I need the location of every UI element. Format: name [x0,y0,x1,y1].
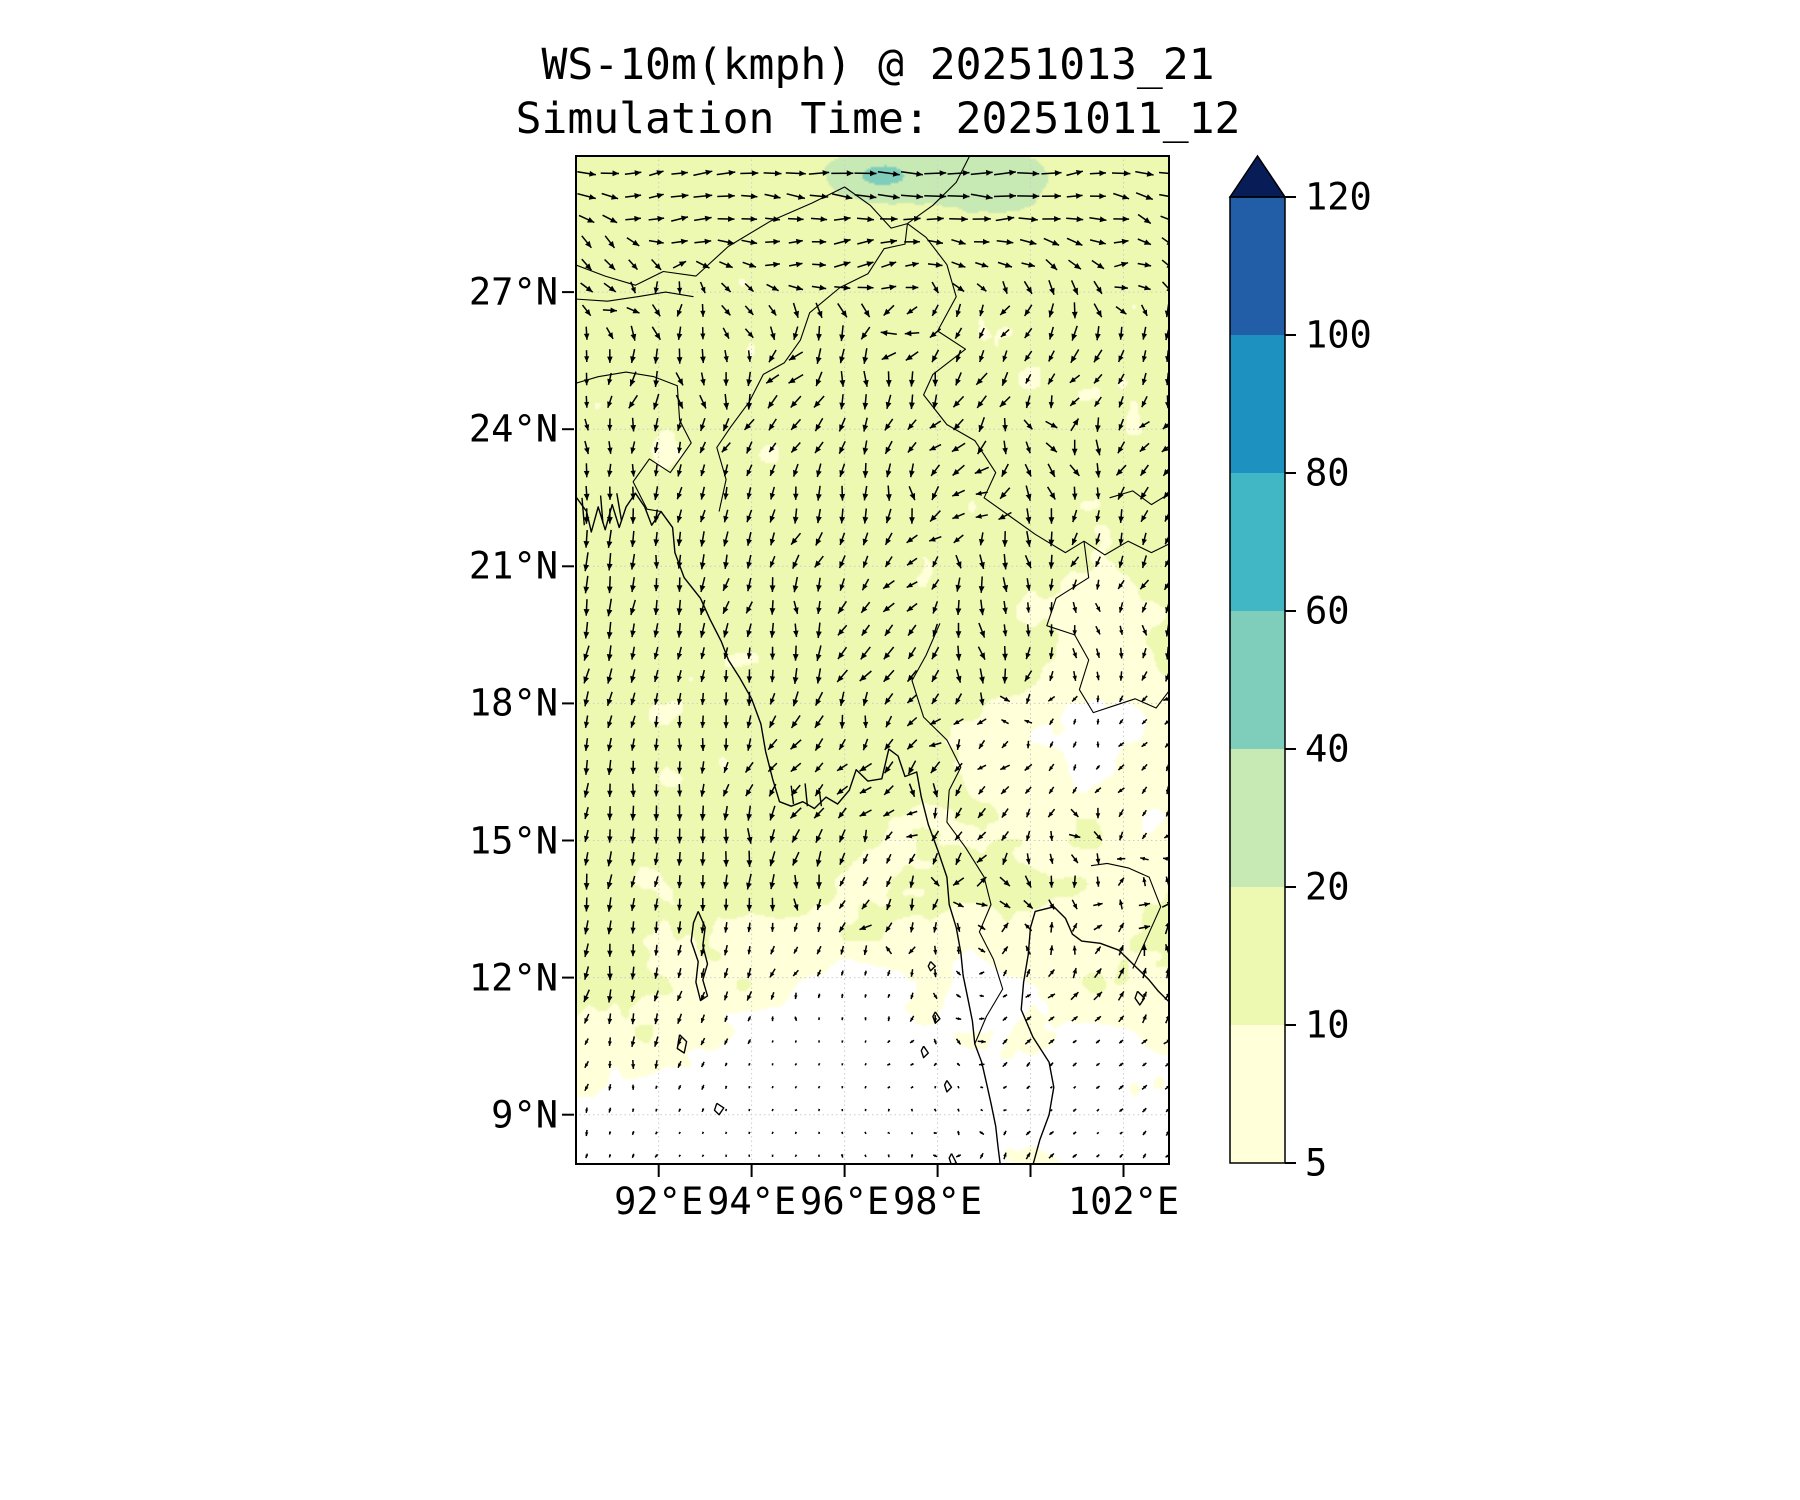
figure-subtitle-simulation-time: Simulation Time: 20251011_12 [515,94,1241,144]
colorbar-segment-5-10 [1230,1025,1285,1163]
y-tick-label-18N: 18°N [468,681,558,725]
colorbar-tick-label-60: 60 [1305,589,1350,633]
colorbar-tick-label-120: 120 [1305,175,1372,219]
colorbar-outline [1229,196,1286,1164]
colorbar-tick-label-5: 5 [1305,1141,1328,1185]
coastline [804,783,809,807]
country-border [907,155,971,225]
axes-frame [575,155,1170,1165]
colorbar-segment-100-120 [1230,197,1285,335]
colorbar-tick-label-100: 100 [1305,313,1372,357]
coastline [943,1080,953,1093]
colorbar-tick-label-80: 80 [1305,451,1350,495]
y-tick-label-21N: 21°N [468,544,558,588]
coastline [599,495,604,523]
colorbar-segment-40-60 [1230,611,1285,749]
colorbar-tick-label-40: 40 [1305,727,1350,771]
y-tick-label-27N: 27°N [468,270,558,314]
coastline [932,1011,941,1024]
country-border [716,223,908,512]
figure-title: WS-10m(kmph) @ 20251013_21 [541,40,1215,90]
coastline [616,493,623,521]
coastline [713,1102,725,1116]
x-tick-label-92E: 92°E [614,1180,704,1223]
y-tick-label-24N: 24°N [468,407,558,451]
coastline [927,961,936,972]
x-tick-label-96E: 96°E [800,1180,890,1223]
coastline [581,497,585,526]
colorbar-segment-60-80 [1230,473,1285,611]
x-tick-label-98E: 98°E [893,1180,983,1223]
coastline [920,1045,929,1059]
country-border [575,291,694,302]
country-border [1046,541,1170,714]
coastline [1020,906,1170,1165]
country-border [911,623,1004,1045]
colorbar-segment-80-100 [1230,335,1285,473]
y-tick-label-12N: 12°N [468,956,558,1000]
coastline [948,1153,957,1165]
wind-speed-field-canvas [575,155,1170,1165]
coastline [690,911,709,1002]
coastline [1134,990,1146,1006]
country-border [907,223,1170,556]
colorbar-tick-label-20: 20 [1305,865,1350,909]
country-border [575,371,692,528]
y-tick-label-15N: 15°N [468,819,558,863]
colorbar-segment-10-20 [1230,887,1285,1025]
x-tick-label-94E: 94°E [707,1180,797,1223]
map-overlay-coastlines-and-vectors [575,155,1170,1165]
colorbar-segment-20-40 [1230,749,1285,887]
country-border [1090,862,1162,969]
y-tick-label-9N: 9°N [491,1093,558,1137]
x-tick-label-102E: 102°E [1067,1180,1180,1223]
colorbar-tick-label-10: 10 [1305,1003,1350,1047]
country-border [575,186,908,286]
coastline [575,492,1001,1165]
